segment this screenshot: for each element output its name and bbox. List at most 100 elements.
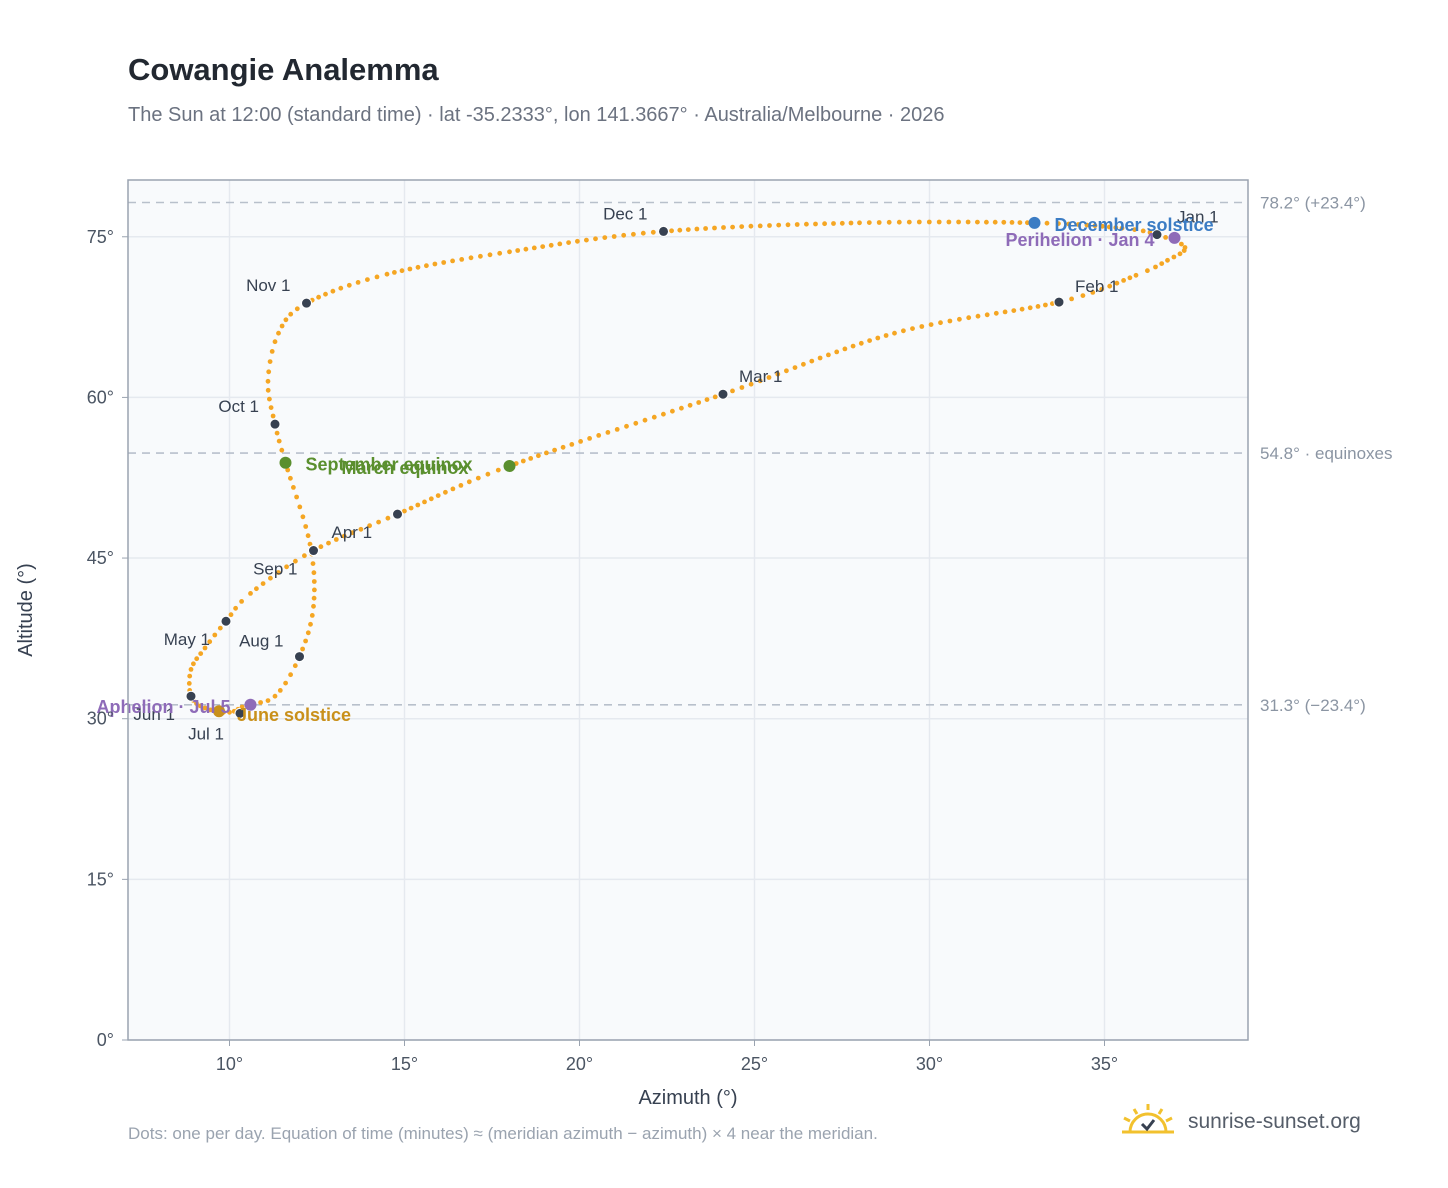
day-dot [293,558,298,564]
day-dot [1153,264,1158,270]
day-dot [202,705,208,711]
day-dot [694,226,700,232]
day-dot [822,221,827,227]
day-dot [432,261,438,267]
day-dot [312,587,317,593]
day-dot [485,471,491,477]
y-tick-label: 60° [87,387,114,407]
day-dot [269,349,275,354]
x-tick-label: 35° [1091,1054,1118,1074]
day-dot [1009,220,1015,225]
day-dot [593,236,598,242]
day-dot [186,681,192,686]
day-dot [233,605,239,611]
brand-text[interactable]: sunrise-sunset.org [1188,1109,1361,1133]
day-dot [794,222,800,227]
day-dot [441,260,447,265]
day-dot [277,688,283,693]
day-dot [428,496,434,502]
day-dot [739,224,745,230]
day-dot [687,402,693,408]
day-dot [330,288,336,294]
day-dot [268,575,273,581]
month-label: Sep 1 [253,560,297,579]
day-dot [311,603,316,609]
day-dot [475,475,481,481]
day-dot [857,220,862,226]
day-dot [966,315,972,321]
event-dot [213,705,225,718]
day-dot [721,225,726,230]
day-dot [1119,225,1125,231]
day-dot [804,221,809,227]
day-dot [267,359,273,364]
day-dot [365,277,370,282]
day-dot [316,294,321,300]
y-tick-label: 30° [87,709,114,729]
day-dot [495,467,501,473]
day-dot [916,219,922,225]
day-dot [228,612,234,618]
day-dot [288,475,293,481]
day-dot [587,436,592,441]
event-label: December solstice [1055,215,1214,235]
month-dot [220,615,232,627]
day-dot [402,508,407,514]
day-dot [703,226,708,231]
day-dot [272,339,278,345]
month-dot [234,707,246,719]
day-dot [1114,280,1120,286]
day-dot [266,369,272,375]
brand[interactable]: sunrise-sunset.org [1122,1102,1361,1141]
x-axis-title: Azimuth (°) [638,1087,737,1109]
day-dot [308,621,313,627]
day-dot [415,502,421,508]
axis-ticks: 10° 15° 20° 25° 30° 35° 0° 15° 30° 45° 60° 75° [87,227,1118,1074]
day-dot [207,639,213,645]
month-label: Oct 1 [218,397,259,416]
day-dot [602,235,608,241]
day-dot [650,229,656,235]
day-dot [194,656,200,662]
day-dot [730,388,735,394]
month-dot [717,388,729,400]
day-dot [1106,224,1112,230]
day-dot [858,340,864,346]
day-dot [346,282,352,288]
day-dot [478,253,483,259]
month-dot [392,508,403,520]
y-tick-label: 45° [87,548,114,568]
day-dot [956,219,961,225]
day-dot [1159,261,1165,266]
day-dot [288,311,294,317]
day-dot [194,701,199,706]
day-dot [311,579,317,584]
day-dot [775,371,781,377]
day-dot [300,514,306,520]
day-dot [1140,228,1146,234]
day-dot [1044,220,1050,226]
day-dot [323,291,328,297]
day-dot [1019,306,1025,312]
day-dot [748,381,754,387]
day-dot [536,453,541,459]
footnote: Dots: one per day. Equation of time (min… [128,1124,878,1143]
day-dot [292,663,298,669]
day-dot [1043,302,1048,308]
day-dot [258,700,263,705]
day-dot [826,352,831,358]
month-label: Jul 1 [188,724,224,743]
day-dot [548,242,554,248]
day-dot [407,266,413,272]
day-dot [275,570,281,575]
chart-subtitle: The Sun at 12:00 (standard time) · lat -… [128,104,945,126]
day-dot [310,561,316,566]
event-dot [244,698,257,711]
day-dot [842,346,848,352]
day-dot [866,220,872,226]
day-dot [338,285,344,291]
day-dot [260,581,266,586]
month-label: Jan 1 [1177,208,1219,227]
day-dot [528,456,534,461]
